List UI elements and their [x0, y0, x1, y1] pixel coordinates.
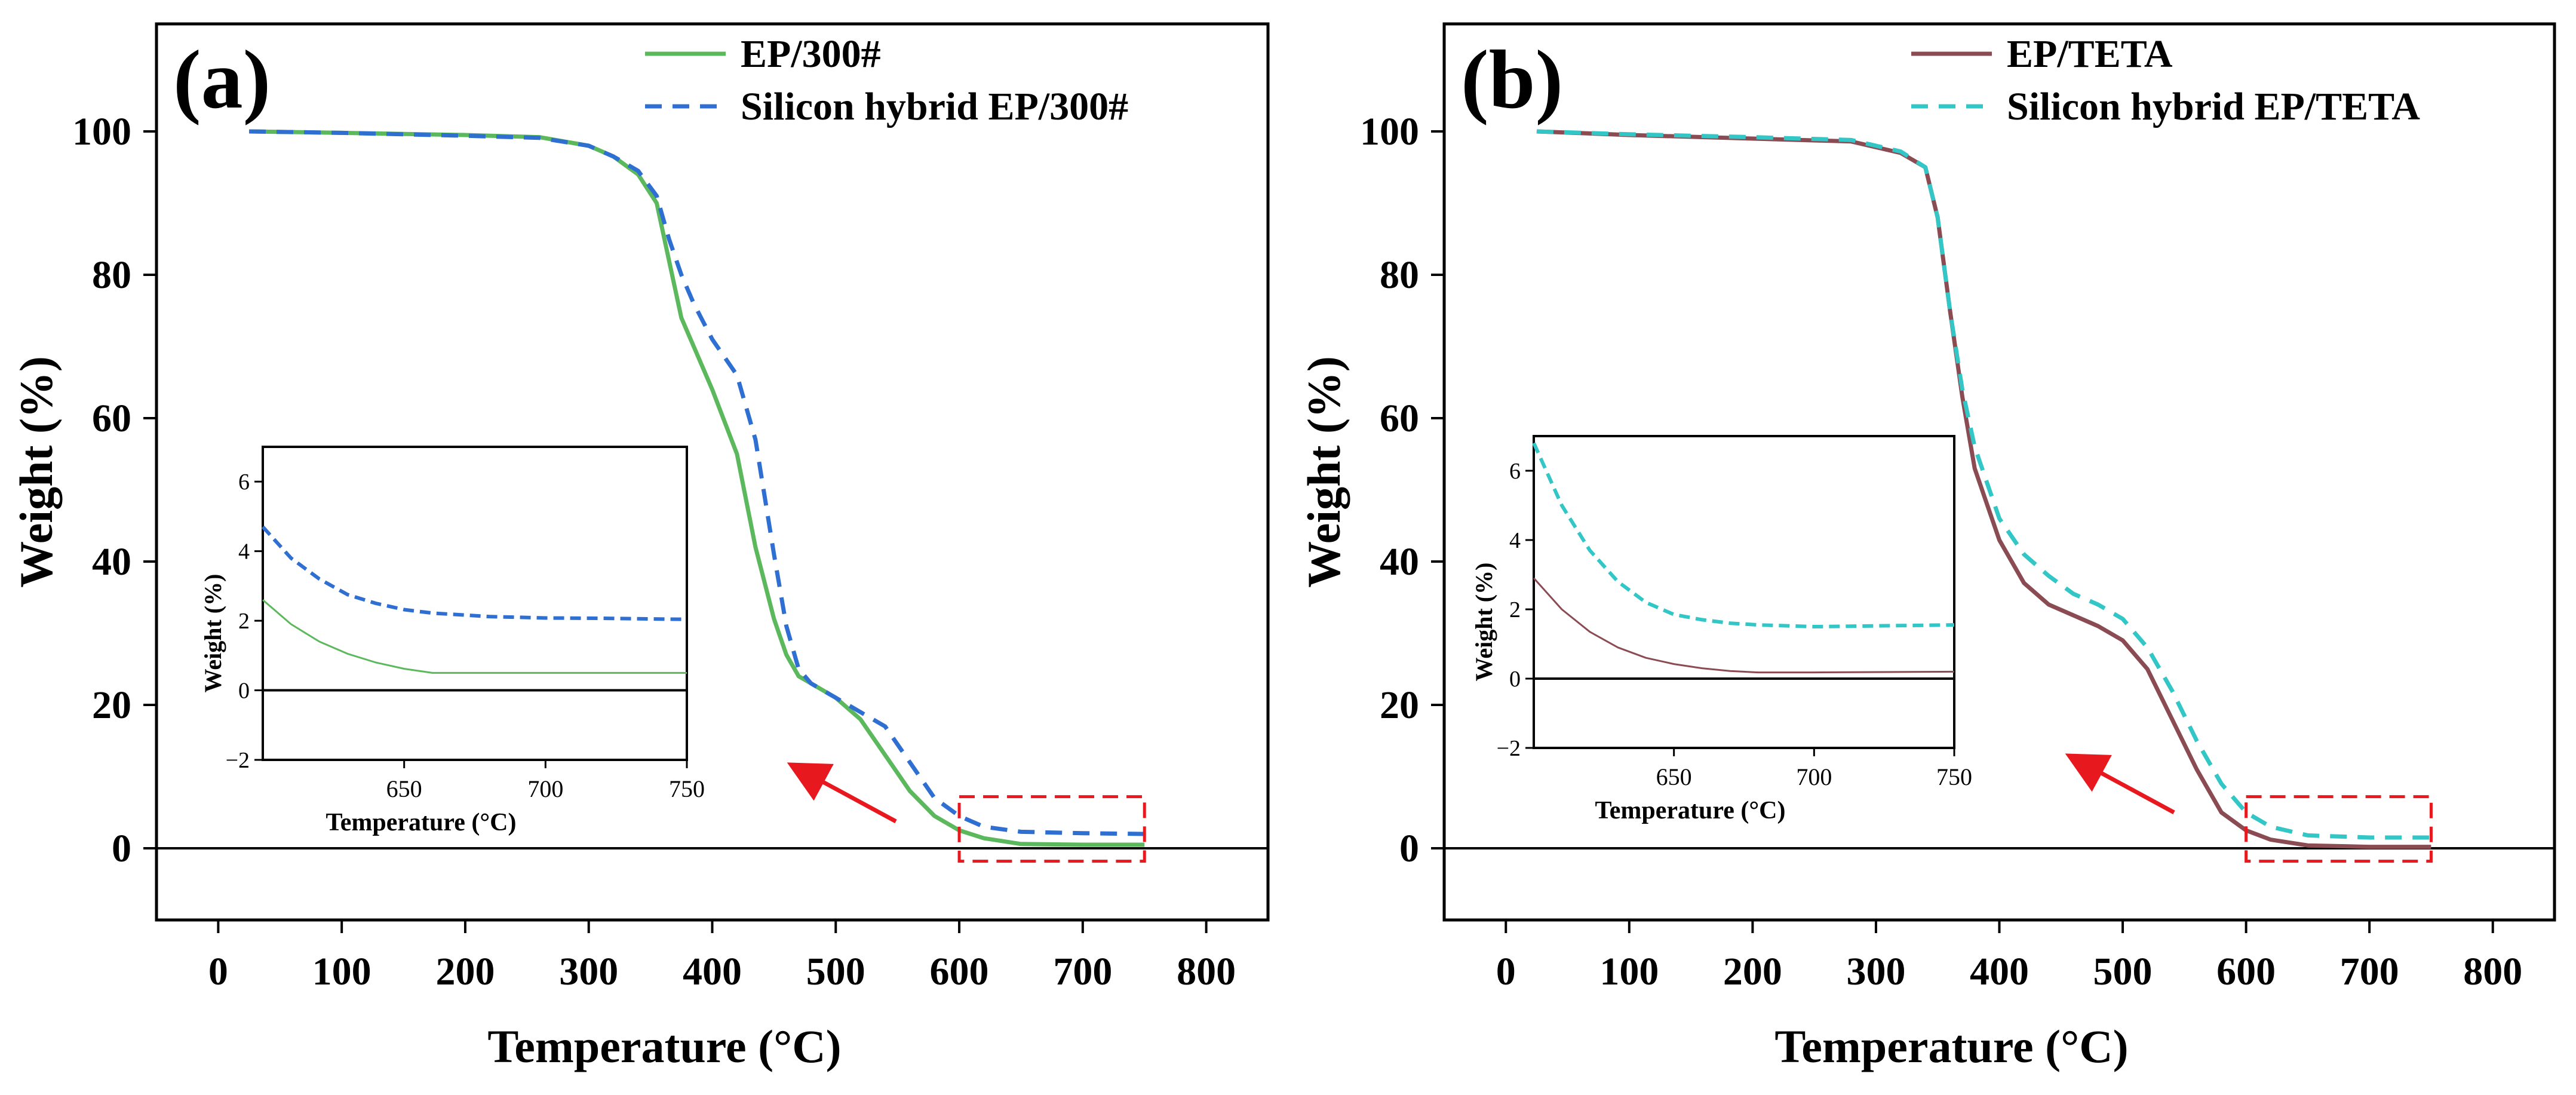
panel-b: 0 100 200 300 400 500 600 700 800020406080100Tem… — [1298, 22, 2556, 1072]
x-axis-title: Temperature (°C) — [487, 1020, 841, 1072]
y-tick-label: 40 — [92, 540, 131, 584]
x-axis-title: Temperature (°C) — [1774, 1020, 2128, 1072]
x-tick-label: 200 — [435, 950, 495, 993]
x-tick-label: 700 — [2340, 950, 2399, 993]
inset-x-axis-title: Temperature (°C) — [326, 809, 517, 836]
inset-frame — [1533, 435, 1955, 749]
inset-y-axis-title: Weight (%) — [199, 574, 226, 693]
series-line-1 — [1536, 129, 2431, 840]
inset-series-line-0 — [1533, 577, 1955, 674]
pointer-arrow — [787, 762, 897, 824]
y-tick-label: 0 — [1399, 827, 1419, 870]
inset-x-axis-title: Temperature (°C) — [1595, 797, 1786, 824]
y-tick-label: 40 — [1380, 540, 1419, 584]
inset-chart: 650 700 750 −2 0 2 4 6 Temperature (°C) Weight (%… — [1470, 435, 1972, 824]
y-tick-label: 100 — [72, 110, 131, 154]
inset-y-tick-label: 0 — [1509, 667, 1521, 692]
x-tick-label: 300 — [1846, 950, 1905, 993]
inset-y-axis-title: Weight (%) — [1470, 563, 1497, 682]
x-tick-label: 700 — [1053, 950, 1112, 993]
legend-label-0: EP/TETA — [2007, 32, 2173, 76]
y-tick-label: 60 — [92, 397, 131, 440]
inset-y-tick-label: 2 — [1509, 597, 1521, 622]
y-tick-label: 20 — [92, 683, 131, 727]
x-tick-label: 500 — [806, 950, 865, 993]
inset-y-tick-label: 4 — [1509, 528, 1521, 553]
series-line-0 — [249, 129, 1145, 847]
inset-x-tick-label: 750 — [1936, 763, 1972, 790]
pointer-arrow — [2065, 753, 2175, 815]
panel-label: (b) — [1461, 33, 1563, 126]
y-tick-label: 20 — [1380, 683, 1419, 727]
inset-y-tick-label: 6 — [1509, 459, 1521, 484]
x-tick-label: 800 — [1177, 950, 1236, 993]
inset-x-tick-label: 750 — [669, 775, 705, 802]
y-tick-label: 60 — [1380, 397, 1419, 440]
inset-chart: 650 700 750 −2 0 2 4 6 Temperature (°C) Weight (%… — [199, 446, 705, 836]
legend-label-1: Silicon hybrid EP/TETA — [2007, 85, 2420, 128]
inset-y-tick-label: 4 — [238, 539, 250, 565]
inset-x-tick-label: 650 — [1656, 763, 1692, 790]
inset-x-tick-label: 700 — [1796, 763, 1832, 790]
inset-y-tick-label: 2 — [238, 609, 250, 634]
y-tick-label: 0 — [112, 827, 131, 870]
inset-y-tick-label: 0 — [238, 679, 250, 704]
x-tick-label: 600 — [2216, 950, 2276, 993]
inset-series-line-1 — [1532, 442, 1955, 628]
inset-series-line-0 — [262, 599, 687, 674]
inset-y-tick-label: 6 — [238, 470, 250, 495]
inset-x-tick-label: 700 — [527, 775, 563, 802]
x-tick-label: 500 — [2093, 950, 2153, 993]
highlight-box — [2245, 795, 2433, 863]
y-axis-title: Weight (%) — [1298, 356, 1350, 588]
x-tick-label: 400 — [1970, 950, 2029, 993]
y-tick-label: 80 — [92, 253, 131, 297]
x-tick-label: 400 — [683, 950, 742, 993]
y-tick-label: 100 — [1360, 110, 1419, 154]
inset-y-tick-label: −2 — [1497, 736, 1521, 761]
legend-label-0: EP/300# — [741, 32, 881, 76]
panel-a: 0 100 200 300 400 500 600 700 800020406080100Tem… — [10, 22, 1270, 1072]
inset-frame — [262, 446, 688, 761]
highlight-box — [957, 795, 1146, 863]
x-tick-label: 200 — [1723, 950, 1782, 993]
inset-y-tick-label: −2 — [226, 748, 250, 773]
x-tick-label: 600 — [930, 950, 989, 993]
panel-label: (a) — [173, 33, 271, 126]
inset-x-tick-label: 650 — [386, 775, 422, 802]
x-tick-label: 0 — [1496, 950, 1516, 993]
x-tick-label: 0 — [208, 950, 228, 993]
y-axis-title: Weight (%) — [10, 356, 62, 588]
x-tick-label: 800 — [2463, 950, 2522, 993]
x-tick-label: 100 — [312, 950, 371, 993]
y-tick-label: 80 — [1380, 253, 1419, 297]
inset-series-line-1 — [261, 525, 687, 621]
legend-label-1: Silicon hybrid EP/300# — [741, 85, 1128, 128]
series-line-1 — [249, 129, 1145, 836]
x-tick-label: 100 — [1599, 950, 1659, 993]
x-tick-label: 300 — [559, 950, 618, 993]
